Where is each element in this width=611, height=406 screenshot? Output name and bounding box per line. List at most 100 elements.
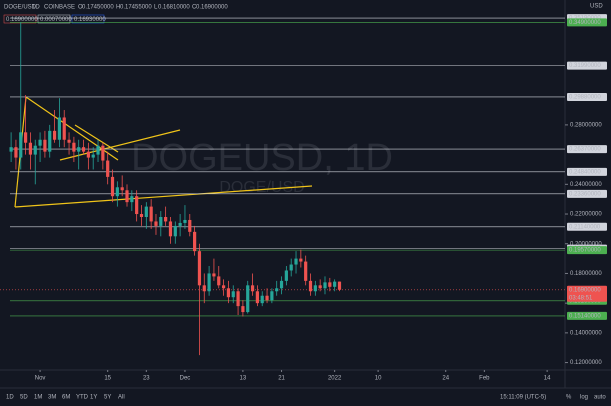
range-button[interactable]: 5Y (104, 395, 111, 401)
y-tick-label: 0.14000000 (570, 330, 602, 336)
candle-body (236, 291, 240, 307)
candle-body (337, 281, 342, 290)
candle-body (212, 273, 216, 277)
level-label: 0.15140000 (569, 314, 601, 320)
trendline (74, 124, 119, 153)
candle-body (202, 285, 206, 292)
candle-body (33, 145, 37, 155)
candle-body (139, 214, 144, 217)
range-button[interactable]: 5D (20, 395, 28, 401)
trendline (59, 129, 181, 161)
x-tick-label: 13 (240, 376, 247, 382)
candle-body (130, 196, 134, 203)
range-button[interactable]: 1D (6, 395, 14, 401)
candle-body (81, 147, 86, 152)
ohlc-value: 0.16900000 (196, 5, 228, 11)
candle-body (250, 285, 255, 292)
candle-body (14, 147, 18, 158)
candle-body (255, 291, 259, 304)
candle-body (77, 147, 81, 152)
candle-body (188, 219, 192, 232)
range-button[interactable]: All (118, 395, 125, 401)
candle-body (57, 117, 61, 140)
candle-body (86, 151, 90, 158)
candle-body (323, 282, 327, 289)
level-label: 0.19570000 (569, 248, 601, 254)
scale-option[interactable]: % (566, 395, 572, 401)
ohlc-value: 0.16810000 (158, 5, 190, 11)
ohlc-key: H (116, 5, 120, 11)
price-tag-label: 0.16900000 (569, 287, 601, 293)
header-box-value: 0.16900000 (6, 17, 38, 23)
candle-body (333, 281, 337, 287)
candle-body (173, 225, 177, 237)
candle-body (43, 139, 47, 152)
y-tick-label: 0.24000000 (570, 182, 602, 188)
candle-body (299, 258, 303, 262)
scale-option[interactable]: log (580, 395, 588, 401)
candle-body (101, 145, 105, 161)
range-button[interactable]: 6M (62, 395, 70, 401)
range-button[interactable]: YTD (76, 395, 89, 401)
candle-body (115, 187, 119, 197)
watermark-sub: DOGE/USD (219, 179, 304, 196)
x-tick-label: Dec (180, 376, 191, 382)
scale-option[interactable]: auto (594, 395, 606, 401)
ohlc-key: O (78, 5, 83, 11)
y-tick-label: 0.28000000 (570, 122, 602, 128)
candle-body (28, 142, 33, 155)
header-symbol: DOGE/USD (4, 5, 37, 11)
x-tick-label: 23 (143, 376, 150, 382)
x-tick-label: 21 (278, 376, 285, 382)
price-tag (567, 285, 607, 302)
candle-body (178, 222, 182, 226)
y-tick-label: 0.12000000 (570, 360, 602, 366)
candle-body (284, 270, 288, 281)
level-label: 0.26370000 (569, 147, 601, 153)
candle-body (221, 285, 226, 289)
x-tick-label: 15 (104, 376, 111, 382)
candle-body (67, 139, 71, 143)
level-tag (567, 61, 607, 70)
candle-body (110, 176, 115, 197)
candle-body (19, 132, 23, 158)
candle-body (308, 280, 313, 292)
y-tick-label: 0.18000000 (570, 271, 602, 277)
level-label: 0.24840000 (569, 169, 601, 175)
watermark: DOGEUSD, 1D (131, 137, 393, 179)
range-button[interactable]: 3M (48, 395, 56, 401)
candle-body (207, 273, 211, 292)
candle-body (91, 154, 95, 158)
x-tick-label: Feb (479, 376, 490, 382)
candle-body (226, 288, 231, 298)
candle-body (265, 295, 269, 301)
header-box-value: 0.00070000 (40, 17, 72, 23)
x-tick-label: Nov (35, 376, 46, 382)
candle-body (275, 288, 279, 292)
candle-body (231, 291, 235, 298)
level-label: 0.23360000 (569, 191, 601, 197)
clock: 15:11:09 (UTC-5) (500, 395, 546, 401)
candle-body (48, 130, 52, 152)
trendline (14, 185, 313, 208)
level-tag (567, 189, 607, 198)
candle-body (96, 145, 100, 155)
candle-body (125, 190, 129, 203)
candle-body (313, 285, 317, 292)
candle-body (159, 216, 163, 226)
candle-body (193, 231, 197, 252)
x-tick-label: 14 (544, 376, 551, 382)
candle-body (197, 251, 202, 286)
candle-body (279, 280, 284, 289)
ohlc-value: 0.17450000 (82, 5, 114, 11)
candle-body (289, 264, 293, 271)
candle-body (135, 196, 139, 215)
range-button[interactable]: 1M (34, 395, 42, 401)
header-box (71, 14, 105, 24)
candle-body (144, 206, 148, 217)
range-button[interactable]: 1Y (90, 395, 97, 401)
candle-body (260, 295, 264, 304)
header-interval: 1D (32, 5, 40, 11)
candle-body (23, 132, 28, 143)
x-tick-label: 24 (442, 376, 449, 382)
